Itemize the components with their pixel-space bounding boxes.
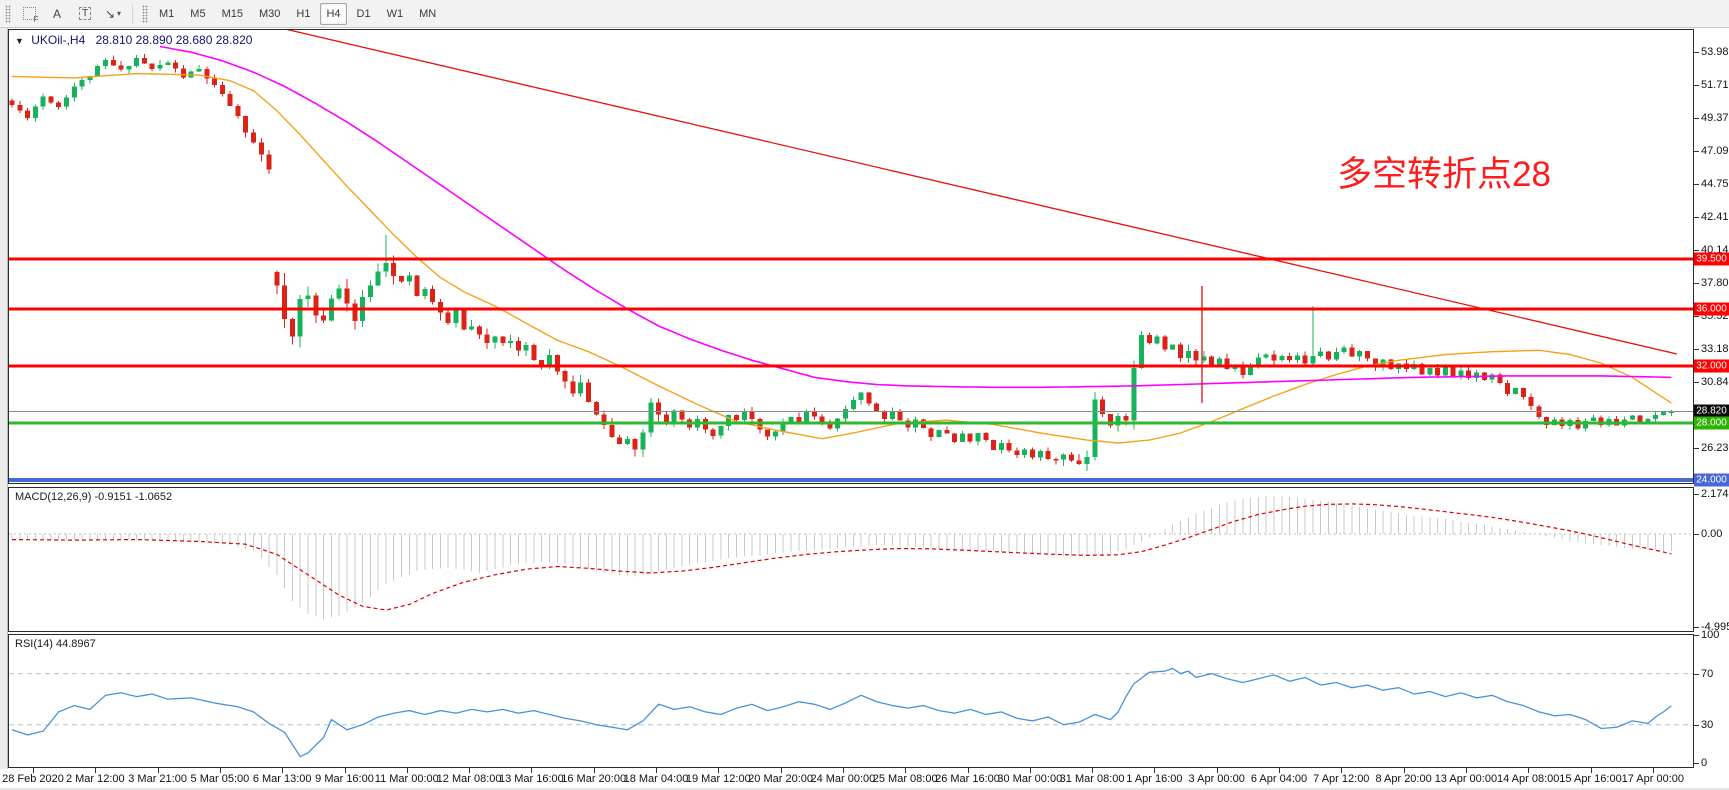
cursor-tools-icon[interactable]: ↘ ▾	[100, 3, 126, 25]
window-bottom-strip	[0, 788, 1729, 790]
descending-trendline	[286, 30, 1678, 355]
horizontal-levels	[9, 257, 1693, 482]
price-tick-label: 35.525	[1701, 309, 1729, 322]
macd-signal-line	[12, 503, 1672, 611]
rsi-value: 44.8967	[55, 638, 96, 650]
macd-tick-label: -4.9955	[1701, 620, 1729, 633]
price-badge: 24.000	[1694, 473, 1729, 487]
ma-line	[159, 45, 1672, 389]
candles-layer	[9, 54, 1674, 472]
price-tick-label: 42.415	[1701, 211, 1729, 224]
macd-tick-mark	[1694, 626, 1699, 628]
price-tick-label: 26.230	[1701, 442, 1729, 455]
tf-button-M30[interactable]: M30	[258, 7, 281, 20]
grid-glyph: F	[22, 7, 39, 24]
tf-button-H4[interactable]: H4	[320, 2, 347, 25]
macd-panel: MACD(12,26,9) -0.9151 -1.0652	[8, 487, 1694, 632]
text-label-icon[interactable]: A	[52, 6, 61, 21]
rsi-canvas[interactable]	[9, 635, 1693, 767]
symbol-dropdown-icon[interactable]: ▼	[15, 36, 24, 46]
rsi-tick-label: 0	[1701, 757, 1708, 769]
tf-button-MN[interactable]: MN	[419, 7, 437, 20]
rsi-tick-mark	[1694, 724, 1699, 726]
tf-button-M1[interactable]: M1	[159, 7, 175, 20]
rsi-tick-mark	[1694, 763, 1699, 764]
price-tick-label: 51.710	[1701, 78, 1729, 91]
price-tick-mark	[1694, 382, 1699, 384]
price-tick-label: 30.845	[1701, 376, 1729, 389]
price-tick-mark	[1694, 150, 1699, 152]
macd-tick-mark	[1694, 534, 1699, 535]
cursor-arrow-icon: ↘	[104, 6, 116, 21]
tf-button-H1[interactable]: H1	[296, 7, 311, 20]
macd-canvas[interactable]	[9, 488, 1693, 631]
toolbar-drag-handle[interactable]	[5, 4, 11, 23]
price-badge: 36.000	[1694, 302, 1729, 316]
text-box-icon[interactable]: T	[72, 3, 98, 25]
ohlc-values: 28.810 28.890 28.680 28.820	[95, 33, 253, 47]
chevron-down-icon: ▾	[117, 9, 122, 18]
price-tick-mark	[1694, 448, 1699, 450]
price-badge: 32.000	[1694, 359, 1729, 373]
rsi-label: RSI(14) 44.8967	[15, 638, 96, 650]
macd-histogram	[11, 496, 1672, 620]
rsi-tick-label: 70	[1701, 667, 1714, 680]
time-axis-strip	[0, 769, 1729, 788]
price-tick-label: 53.985	[1701, 46, 1729, 59]
macd-tick-label: 2.1745	[1701, 487, 1729, 500]
toolbar-separator	[132, 3, 133, 24]
rsi-tick-mark	[1694, 635, 1699, 637]
ma-line	[11, 72, 1672, 444]
price-tick-mark	[1694, 84, 1699, 86]
rsi-line	[11, 667, 1672, 758]
macd-label: MACD(12,26,9) -0.9151 -1.0652	[15, 491, 173, 503]
price-chart-panel: ▼ UKOil-,H4 28.810 28.890 28.680 28.820	[8, 29, 1694, 484]
price-tick-mark	[1694, 118, 1699, 120]
price-badge: 28.820	[1694, 404, 1729, 418]
price-tick-mark	[1694, 283, 1699, 285]
tf-button-W1[interactable]: W1	[386, 7, 404, 20]
macd-tick-label: 0.00	[1701, 528, 1723, 540]
price-badge: 39.500	[1694, 252, 1729, 266]
top-toolbar: F A T ↘ ▾ M1 M5 M15 M30 H1 H4 D1 W1 MN	[0, 0, 1729, 28]
chart-title: ▼ UKOil-,H4 28.810 28.890 28.680 28.820	[15, 33, 252, 47]
rsi-tick-label: 30	[1701, 718, 1714, 731]
price-tick-label: 49.370	[1701, 112, 1729, 125]
price-tick-mark	[1694, 184, 1699, 186]
price-tick-mark	[1694, 52, 1699, 54]
price-tick-mark	[1694, 349, 1699, 351]
symbol-timeframe-label: UKOil-,H4	[31, 33, 86, 47]
tf-button-M15[interactable]: M15	[221, 7, 243, 20]
rsi-tick-mark	[1694, 673, 1699, 675]
price-tick-label: 40.140	[1701, 243, 1729, 256]
price-tick-label: 33.185	[1701, 343, 1729, 356]
toolbar-drag-handle-2[interactable]	[142, 4, 148, 23]
price-chart-canvas[interactable]	[9, 30, 1693, 483]
price-tick-mark	[1694, 217, 1699, 219]
tf-button-D1[interactable]: D1	[356, 7, 371, 20]
price-tick-label: 47.095	[1701, 144, 1729, 157]
left-window-strip	[0, 28, 8, 790]
price-badge: 28.000	[1694, 416, 1729, 430]
chart-text-annotation: 多空转折点28	[1337, 155, 1551, 194]
macd-values: -0.9151 -1.0652	[94, 491, 173, 503]
timeframe-button-group: M1 M5 M15 M30 H1 H4 D1 W1 MN	[153, 2, 442, 25]
price-tick-label: 44.755	[1701, 178, 1729, 191]
rsi-panel: RSI(14) 44.8967	[8, 634, 1694, 768]
macd-tick-mark	[1694, 493, 1699, 495]
price-tick-mark	[1694, 249, 1699, 251]
tf-button-M5[interactable]: M5	[190, 7, 206, 20]
rsi-tick-label: 100	[1701, 629, 1720, 642]
price-tick-label: 37.800	[1701, 277, 1729, 290]
chart-grid-f-icon[interactable]: F	[16, 3, 42, 25]
price-tick-mark	[1694, 315, 1699, 317]
